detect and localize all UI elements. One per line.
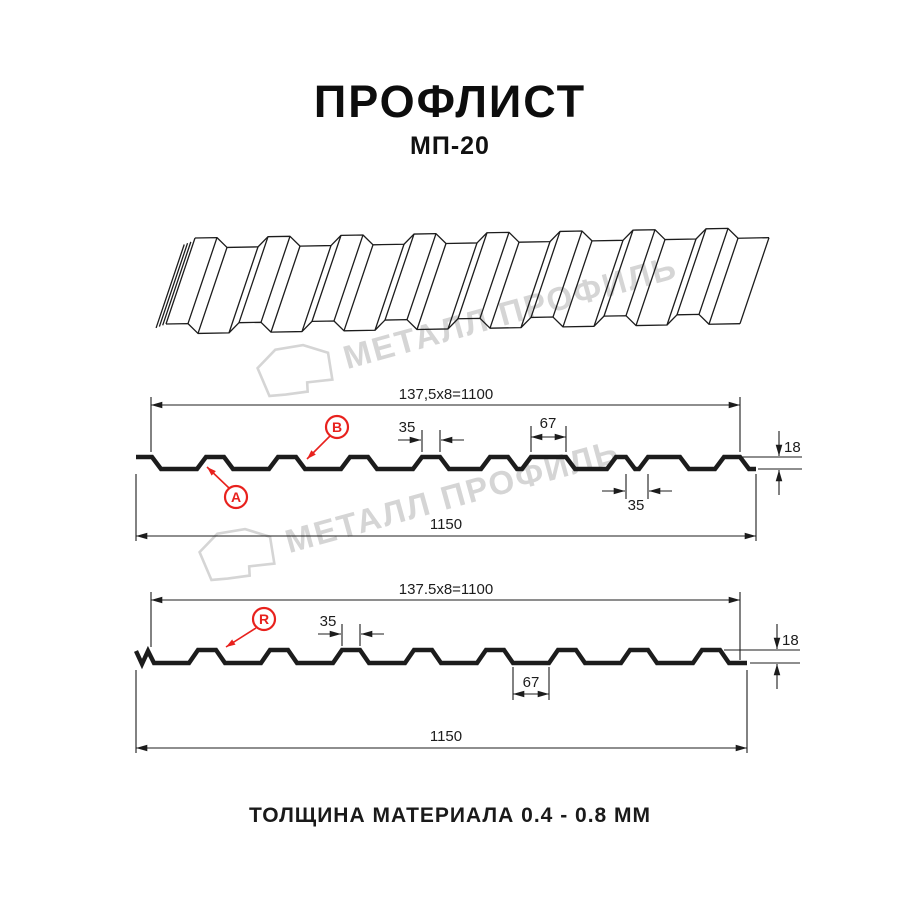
- wireframe-line: [406, 233, 437, 320]
- wireframe-line: [374, 244, 405, 331]
- wireframe-line: [520, 241, 551, 328]
- leader-r: [225, 627, 257, 648]
- dim-overall-width: 1150: [430, 516, 462, 533]
- wireframe-line: [158, 242, 189, 327]
- wireframe-line: [698, 228, 729, 315]
- wireframe-line: [635, 239, 666, 326]
- wireframe-line: [228, 246, 259, 334]
- wireframe-line: [562, 240, 593, 328]
- wireframe-line: [343, 244, 374, 332]
- wireframe-line: [270, 245, 301, 333]
- dim-height: 18: [784, 439, 801, 456]
- page-title: ПРОФЛИСТ: [313, 76, 587, 127]
- wireframe-line: [603, 229, 634, 317]
- wireframe-line: [530, 231, 561, 318]
- dim-rib-top-width: 35: [399, 419, 416, 436]
- leader-b: [306, 435, 331, 460]
- profile-outline: [134, 645, 747, 670]
- wireframe-line: [311, 235, 342, 322]
- wireframe-line: [155, 244, 185, 329]
- dim-coverage-width: 137,5x8=1100: [399, 386, 493, 403]
- dim-rib-top-width: 35: [320, 613, 337, 630]
- leader-a: [206, 466, 230, 489]
- wireframe-line: [197, 247, 228, 334]
- marker-a-circle: [223, 484, 249, 510]
- wireframe-line: [593, 240, 624, 327]
- wireframe-line: [739, 237, 770, 324]
- wireframe-line: [384, 233, 415, 321]
- dim-overall-width: 1150: [430, 728, 462, 745]
- watermark-text: МЕТАЛЛ ПРОФИЛЬ: [281, 432, 623, 560]
- wireframe-line: [447, 242, 478, 330]
- dim-rib-spacing: 67: [540, 415, 557, 432]
- watermark-logo-2: МЕТАЛЛ ПРОФИЛЬ: [198, 432, 623, 582]
- cross-section-r: 137.5x8=1100 35 67 1150 18: [134, 581, 800, 753]
- dim-rib-spacing: 67: [523, 674, 540, 691]
- dim-coverage-width: 137.5x8=1100: [399, 581, 493, 598]
- wireframe-line: [194, 227, 770, 249]
- wireframe-line: [457, 232, 488, 319]
- wireframe-line: [301, 245, 332, 332]
- model-subtitle: МП-20: [410, 132, 490, 160]
- dim-groove-width: 35: [628, 497, 645, 514]
- profile-3d-view: [155, 227, 770, 335]
- profile-outline: [136, 454, 756, 472]
- wireframe-line: [666, 238, 697, 326]
- cross-section-a-b: 137,5x8=1100 35 67 35 1150: [135, 386, 802, 541]
- wireframe-line: [552, 230, 583, 318]
- dim-height: 18: [782, 632, 799, 649]
- wireframe-line: [165, 237, 196, 325]
- marker-r-circle: [251, 606, 277, 632]
- wireframe-line: [489, 241, 520, 329]
- wireframe-line: [165, 313, 741, 335]
- wireframe-line: [708, 238, 739, 325]
- marker-r-label: R: [259, 611, 269, 627]
- marker-b-label: B: [332, 419, 342, 435]
- wireframe-line: [479, 232, 510, 319]
- wireframe-line: [187, 237, 218, 324]
- wireframe-line: [162, 241, 192, 326]
- marker-b-circle: [324, 414, 350, 440]
- wireframe-line: [625, 229, 656, 316]
- thickness-note: ТОЛЩИНА МАТЕРИАЛА 0.4 - 0.8 ММ: [248, 804, 652, 827]
- wireframe-line: [333, 234, 364, 322]
- marker-a-label: A: [231, 489, 241, 505]
- wireframe-line: [238, 236, 269, 323]
- wireframe-line: [260, 236, 291, 323]
- wireframe-line: [416, 243, 447, 330]
- wireframe-line: [676, 228, 707, 316]
